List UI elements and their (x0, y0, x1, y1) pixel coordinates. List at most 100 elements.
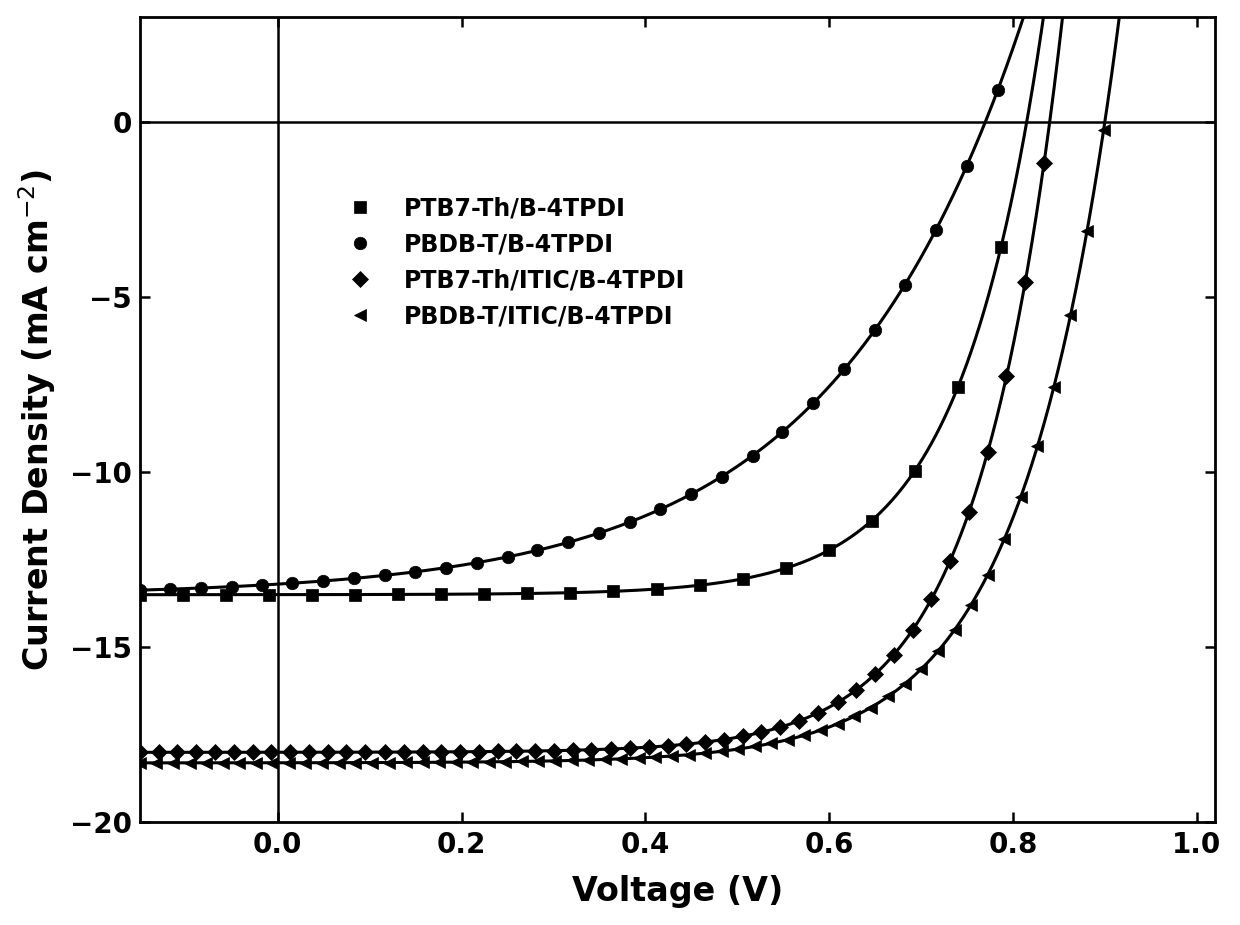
PBDB-T/ITIC/B-4TPDI (1114, 0, 1128, 7)
PTB7-Th/ITIC/B-4TPDI (227, 746, 242, 758)
PBDB-T/B-4TPDI (775, 426, 790, 438)
PTB7-Th/ITIC/B-4TPDI (773, 722, 787, 733)
PTB7-Th/ITIC/B-4TPDI (377, 746, 392, 758)
PBDB-T/B-4TPDI (162, 584, 177, 595)
PTB7-Th/B-4TPDI (434, 588, 449, 599)
PTB7-Th/ITIC/B-4TPDI (717, 734, 732, 745)
PTB7-Th/ITIC/B-4TPDI (1056, 0, 1071, 11)
PBDB-T/B-4TPDI (133, 585, 148, 596)
PTB7-Th/B-4TPDI (779, 562, 794, 574)
PTB7-Th/ITIC/B-4TPDI (754, 727, 769, 738)
PTB7-Th/ITIC/B-4TPDI (942, 555, 957, 566)
PTB7-Th/ITIC/B-4TPDI (1037, 158, 1052, 169)
PBDB-T/ITIC/B-4TPDI (382, 757, 397, 768)
X-axis label: Voltage (V): Voltage (V) (572, 875, 784, 908)
PBDB-T/B-4TPDI (683, 488, 698, 500)
PTB7-Th/ITIC/B-4TPDI (508, 746, 523, 757)
PTB7-Th/ITIC/B-4TPDI (924, 594, 939, 605)
PTB7-Th/ITIC/B-4TPDI (453, 746, 467, 758)
PBDB-T/ITIC/B-4TPDI (465, 757, 480, 768)
PTB7-Th/B-4TPDI (864, 515, 879, 526)
PTB7-Th/B-4TPDI (133, 589, 148, 600)
PTB7-Th/B-4TPDI (950, 381, 965, 392)
PTB7-Th/ITIC/B-4TPDI (264, 746, 279, 758)
PTB7-Th/ITIC/B-4TPDI (246, 746, 260, 758)
PBDB-T/ITIC/B-4TPDI (748, 741, 763, 752)
PBDB-T/B-4TPDI (500, 551, 515, 562)
PTB7-Th/ITIC/B-4TPDI (961, 507, 976, 518)
PTB7-Th/ITIC/B-4TPDI (415, 746, 430, 758)
PBDB-T/ITIC/B-4TPDI (298, 758, 312, 769)
Y-axis label: Current Density (mA cm$^{-2}$): Current Density (mA cm$^{-2}$) (16, 168, 58, 671)
PBDB-T/B-4TPDI (316, 575, 331, 586)
PTB7-Th/ITIC/B-4TPDI (622, 743, 637, 754)
PBDB-T/B-4TPDI (745, 450, 760, 462)
PBDB-T/B-4TPDI (960, 160, 975, 171)
PBDB-T/B-4TPDI (224, 581, 239, 592)
PTB7-Th/ITIC/B-4TPDI (397, 746, 412, 758)
PTB7-Th/ITIC/B-4TPDI (905, 624, 920, 635)
PTB7-Th/B-4TPDI (262, 589, 277, 600)
PTB7-Th/ITIC/B-4TPDI (660, 740, 675, 751)
PTB7-Th/ITIC/B-4TPDI (887, 649, 901, 660)
PTB7-Th/ITIC/B-4TPDI (547, 746, 562, 757)
PBDB-T/B-4TPDI (1021, 0, 1035, 7)
PTB7-Th/B-4TPDI (821, 545, 836, 556)
PTB7-Th/B-4TPDI (735, 574, 750, 585)
PTB7-Th/ITIC/B-4TPDI (830, 697, 844, 708)
PTB7-Th/ITIC/B-4TPDI (791, 715, 806, 726)
PTB7-Th/ITIC/B-4TPDI (868, 669, 883, 680)
PBDB-T/B-4TPDI (898, 279, 913, 290)
PTB7-Th/B-4TPDI (993, 241, 1008, 253)
PBDB-T/B-4TPDI (806, 398, 821, 409)
PBDB-T/B-4TPDI (991, 85, 1006, 96)
PBDB-T/B-4TPDI (285, 578, 300, 589)
PTB7-Th/ITIC/B-4TPDI (1018, 277, 1033, 288)
PTB7-Th/ITIC/B-4TPDI (301, 746, 316, 758)
PBDB-T/B-4TPDI (837, 364, 852, 375)
PTB7-Th/ITIC/B-4TPDI (981, 447, 996, 458)
PTB7-Th/ITIC/B-4TPDI (357, 746, 372, 758)
PBDB-T/B-4TPDI (347, 573, 362, 584)
PBDB-T/B-4TPDI (408, 566, 423, 577)
PTB7-Th/ITIC/B-4TPDI (680, 738, 694, 749)
PTB7-Th/ITIC/B-4TPDI (810, 708, 825, 719)
PTB7-Th/B-4TPDI (305, 589, 320, 600)
PTB7-Th/ITIC/B-4TPDI (604, 744, 619, 755)
PBDB-T/B-4TPDI (469, 557, 484, 568)
PTB7-Th/ITIC/B-4TPDI (490, 746, 505, 757)
PBDB-T/B-4TPDI (377, 570, 392, 581)
Line: PTB7-Th/ITIC/B-4TPDI: PTB7-Th/ITIC/B-4TPDI (134, 0, 1069, 758)
PTB7-Th/ITIC/B-4TPDI (170, 746, 185, 758)
PTB7-Th/ITIC/B-4TPDI (471, 746, 486, 758)
PTB7-Th/ITIC/B-4TPDI (584, 744, 599, 755)
PTB7-Th/ITIC/B-4TPDI (528, 746, 543, 757)
PTB7-Th/ITIC/B-4TPDI (849, 684, 864, 696)
PBDB-T/B-4TPDI (591, 527, 606, 538)
PTB7-Th/ITIC/B-4TPDI (320, 746, 335, 758)
PBDB-T/B-4TPDI (193, 583, 208, 594)
Line: PBDB-T/ITIC/B-4TPDI: PBDB-T/ITIC/B-4TPDI (134, 0, 1127, 769)
Legend: PTB7-Th/B-4TPDI, PBDB-T/B-4TPDI, PTB7-Th/ITIC/B-4TPDI, PBDB-T/ITIC/B-4TPDI: PTB7-Th/B-4TPDI, PBDB-T/B-4TPDI, PTB7-Th… (324, 190, 692, 335)
PTB7-Th/ITIC/B-4TPDI (565, 745, 580, 756)
PBDB-T/B-4TPDI (868, 324, 883, 335)
PBDB-T/ITIC/B-4TPDI (448, 757, 463, 768)
PTB7-Th/B-4TPDI (477, 588, 492, 599)
PBDB-T/B-4TPDI (529, 545, 544, 556)
PBDB-T/B-4TPDI (438, 562, 453, 574)
PTB7-Th/B-4TPDI (176, 589, 191, 600)
PBDB-T/ITIC/B-4TPDI (133, 758, 148, 769)
PTB7-Th/B-4TPDI (1038, 0, 1053, 11)
PTB7-Th/B-4TPDI (692, 580, 707, 591)
PTB7-Th/B-4TPDI (520, 588, 534, 599)
PTB7-Th/B-4TPDI (908, 465, 923, 476)
PTB7-Th/B-4TPDI (563, 587, 578, 598)
PTB7-Th/ITIC/B-4TPDI (641, 742, 656, 753)
PTB7-Th/ITIC/B-4TPDI (434, 746, 449, 758)
PTB7-Th/ITIC/B-4TPDI (133, 746, 148, 758)
PBDB-T/B-4TPDI (255, 579, 270, 590)
PTB7-Th/B-4TPDI (391, 589, 405, 600)
PTB7-Th/B-4TPDI (606, 586, 621, 597)
Line: PTB7-Th/B-4TPDI: PTB7-Th/B-4TPDI (134, 0, 1052, 601)
PBDB-T/ITIC/B-4TPDI (415, 757, 430, 768)
